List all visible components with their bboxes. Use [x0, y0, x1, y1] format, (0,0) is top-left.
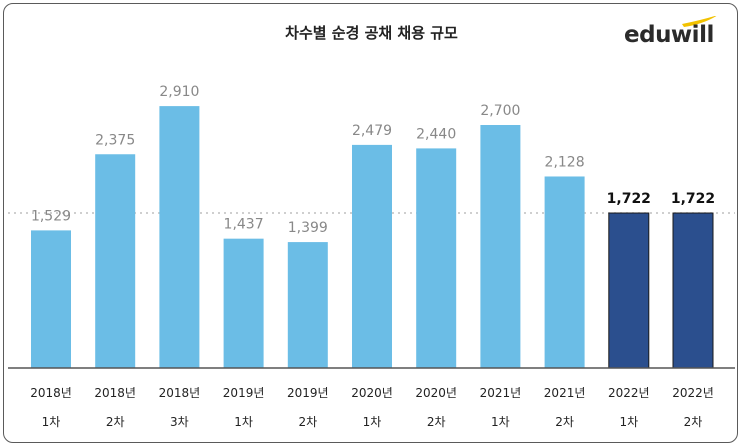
data-label: 1,529: [31, 208, 71, 224]
tick-label-round: 1차: [234, 415, 253, 429]
tick-label-round: 2차: [427, 415, 446, 429]
tick-label-round: 1차: [363, 415, 382, 429]
data-label: 2,375: [95, 132, 135, 148]
logo-text: eduwill: [624, 22, 714, 48]
bar: [95, 154, 136, 368]
bar: [608, 212, 650, 369]
chart-title: 차수별 순경 공채 채용 규모: [285, 24, 458, 42]
tick-label-round: 2차: [555, 415, 574, 429]
tick-label-round: 2차: [298, 415, 317, 429]
tick-label-year: 2019년: [287, 386, 329, 400]
tick-label-round: 2차: [106, 415, 125, 429]
tick-label-year: 2018년: [94, 386, 136, 400]
eduwill-swoosh-icon: [682, 16, 717, 27]
tick-label-year: 2021년: [480, 386, 522, 400]
tick-label-round: 3차: [170, 415, 189, 429]
tick-label-year: 2018년: [159, 386, 201, 400]
bar: [544, 176, 585, 368]
data-label: 1,722: [671, 191, 715, 207]
bar: [352, 144, 392, 368]
bar: [416, 148, 457, 368]
data-label: 2,479: [352, 123, 392, 139]
data-label: 1,437: [224, 217, 264, 233]
tick-label-year: 2020년: [415, 386, 457, 400]
tick-label-year: 2018년: [30, 386, 72, 400]
eduwill-logo: eduwill: [624, 16, 724, 52]
tick-label-year: 2020년: [351, 386, 393, 400]
data-label: 2,128: [545, 154, 585, 170]
data-label: 2,440: [416, 126, 456, 142]
bar: [672, 212, 714, 369]
tick-label-round: 1차: [42, 415, 61, 429]
bar: [223, 238, 264, 368]
bar: [287, 242, 328, 368]
tick-label-year: 2021년: [544, 386, 586, 400]
tick-label-year: 2022년: [672, 386, 714, 400]
tick-label-round: 1차: [619, 415, 638, 429]
tick-label-year: 2019년: [223, 386, 265, 400]
bar: [480, 125, 521, 368]
bar: [159, 106, 200, 368]
tick-label-year: 2022년: [608, 386, 650, 400]
bar: [31, 230, 71, 368]
tick-label-round: 2차: [684, 415, 703, 429]
data-label: 2,910: [159, 84, 199, 100]
data-label: 1,399: [288, 220, 328, 236]
data-label: 1,722: [607, 191, 651, 207]
data-label: 2,700: [480, 103, 520, 119]
tick-label-round: 1차: [491, 415, 510, 429]
